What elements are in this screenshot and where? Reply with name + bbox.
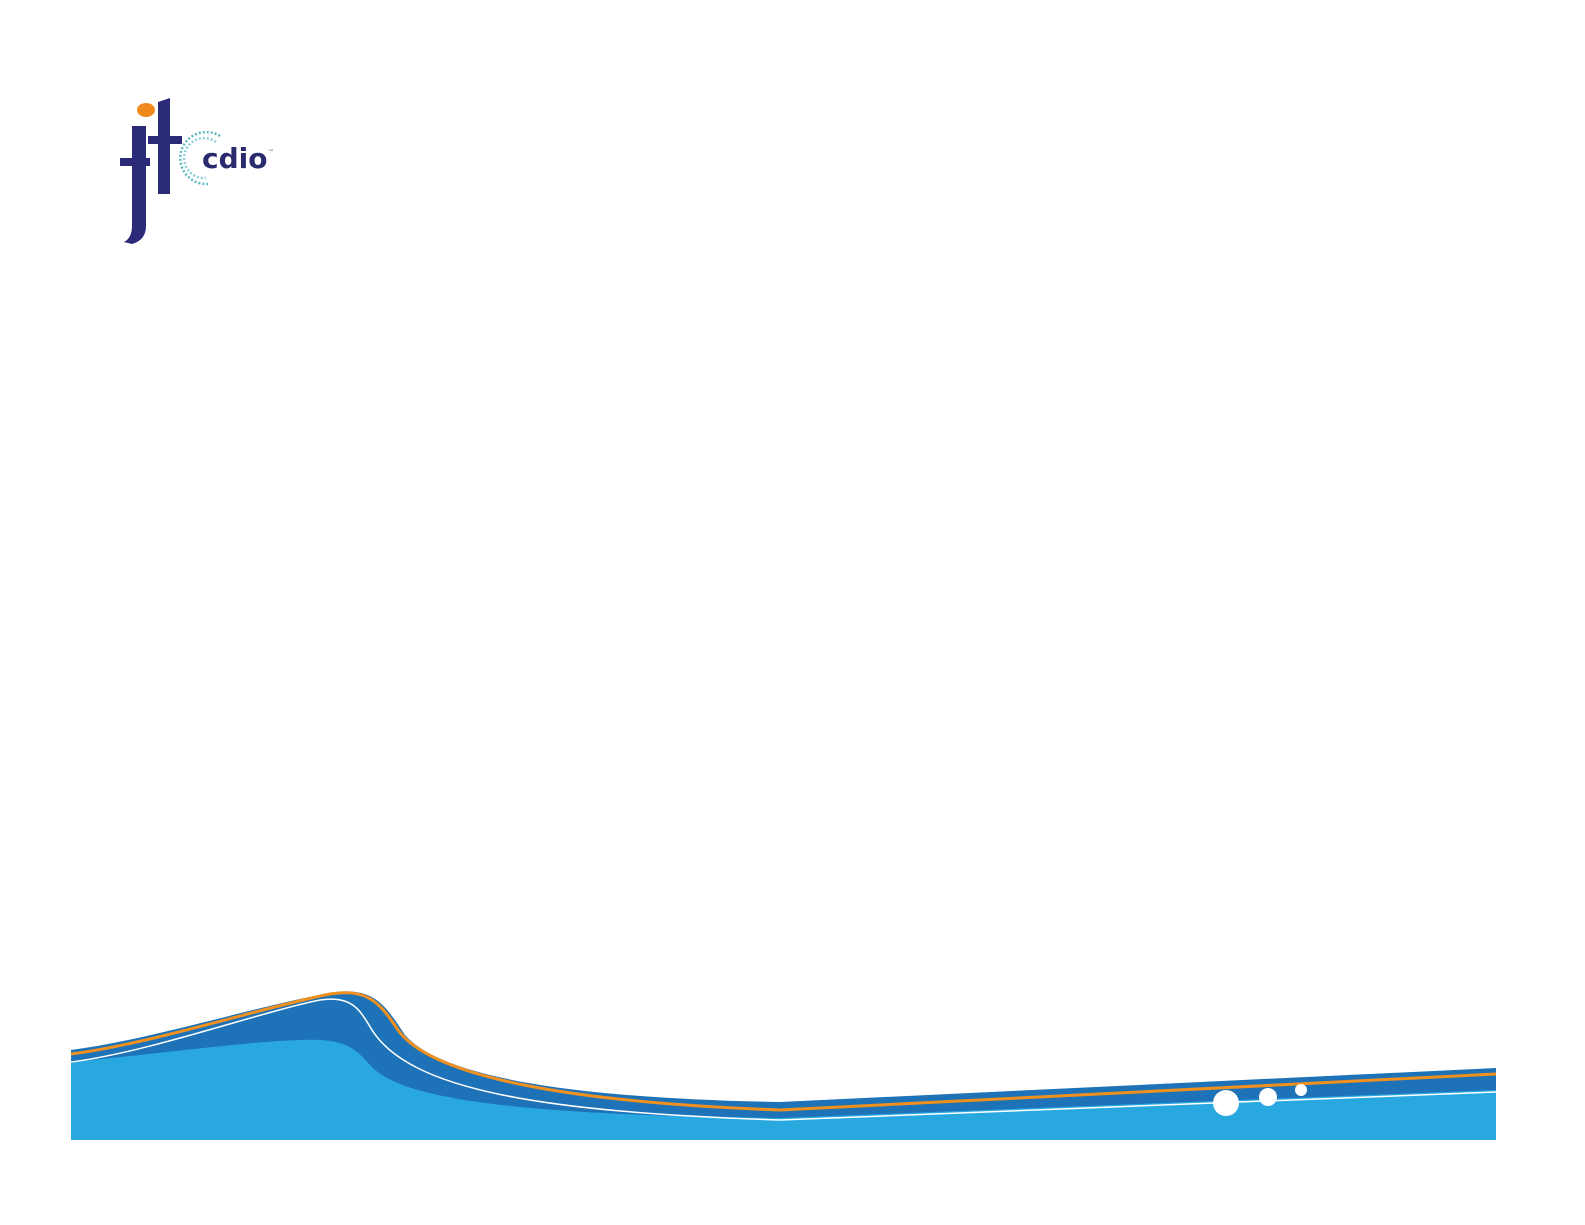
wave-light-fill — [71, 1039, 1496, 1140]
jit-cdio-logo: cdio ™ — [120, 98, 274, 244]
wave-white-line — [70, 998, 1497, 1121]
wave-orange-line — [70, 991, 1497, 1112]
bubble-large — [1213, 1090, 1239, 1116]
logo-ring-icon — [179, 130, 221, 186]
logo-letter-f — [120, 158, 150, 166]
logo-orange-dot — [137, 103, 155, 117]
logo-letter-j — [124, 126, 146, 244]
logo-trademark: ™ — [268, 149, 274, 156]
logo-letter-t — [148, 98, 182, 194]
bubble-small — [1295, 1084, 1307, 1096]
bubble-medium — [1259, 1088, 1277, 1106]
logo-cdio-text: cdio — [202, 142, 267, 175]
